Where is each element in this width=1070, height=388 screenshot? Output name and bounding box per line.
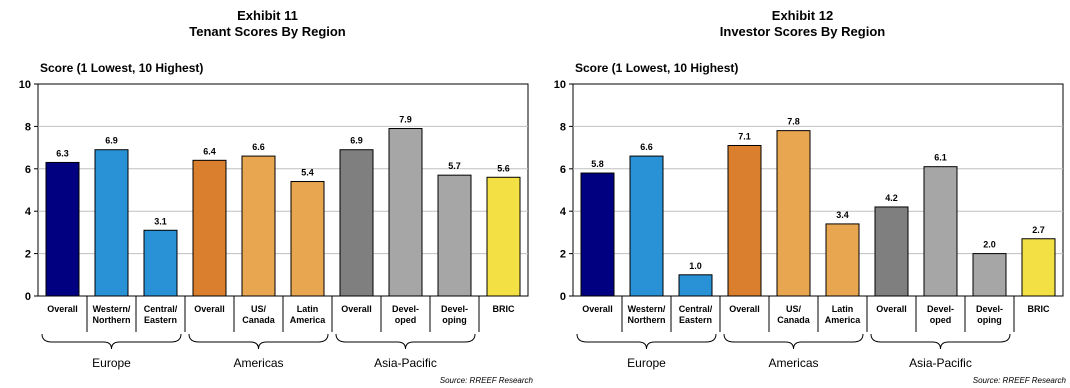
x-tick-label: Devel-oping [976,304,1003,325]
x-tick-label: Latin America [290,304,327,325]
x-tick-label: Overall [876,304,907,314]
y-tick-label: 6 [560,164,566,176]
data-label: 6.1 [934,153,947,163]
y-tick-label: 8 [560,121,566,133]
bar [45,161,80,297]
exhibit-12-panel: Exhibit 12 Investor Scores By Region Sco… [535,0,1070,388]
group-brace [335,333,476,350]
bar [727,144,762,297]
bar [629,155,664,297]
source-note: Source: RREEF Research [972,376,1066,385]
bar [874,206,909,297]
data-label: 3.1 [154,216,167,226]
source-note: Source: RREEF Research [439,376,533,385]
bar [678,274,713,297]
x-tick-label: Overall [194,304,225,314]
x-tick-label: US/Canada [242,304,276,325]
x-tick-label: Devel-oping [441,304,468,325]
data-label: 6.4 [203,146,216,156]
data-label: 7.9 [399,115,412,125]
x-tick-label: Central/Eastern [144,304,178,325]
data-label: 7.8 [787,117,800,127]
bar [1021,238,1056,297]
group-brace [188,333,329,350]
data-label: 6.6 [252,142,265,152]
x-tick-label: BRIC [493,304,515,314]
y-tick-label: 4 [25,206,32,218]
x-tick-label: US/Canada [777,304,811,325]
data-label: 5.4 [301,168,314,178]
y-tick-label: 10 [554,79,566,91]
chart-title: Exhibit 12 Investor Scores By Region [535,8,1070,40]
y-tick-label: 2 [560,249,566,261]
x-tick-label: Overall [582,304,613,314]
group-brace [723,333,864,350]
group-label: Americas [233,356,283,370]
bar [972,253,1007,297]
x-tick-label: Overall [341,304,372,314]
group-brace [576,333,717,350]
group-brace [870,333,1011,350]
bar [143,229,178,297]
bar [94,149,129,297]
exhibit-title-text: Tenant Scores By Region [189,24,346,39]
data-label: 2.0 [983,240,996,250]
exhibit-number: Exhibit 12 [771,8,834,23]
y-tick-label: 4 [560,206,567,218]
group-label: Americas [768,356,818,370]
y-tick-label: 0 [25,291,31,303]
group-label: Europe [92,356,131,370]
data-label: 6.9 [105,136,118,146]
data-label: 7.1 [738,131,751,141]
bar [923,166,958,297]
bar [580,172,615,297]
data-label: 4.2 [885,193,898,203]
data-label: 5.8 [591,159,604,169]
x-tick-label: BRIC [1028,304,1050,314]
y-tick-label: 0 [560,291,566,303]
y-axis-label: Score (1 Lowest, 10 Highest) [40,61,204,75]
bar [825,223,860,297]
x-tick-label: Devel-oped [392,304,419,325]
x-tick-label: Overall [729,304,760,314]
bar [776,130,811,297]
chart-title: Exhibit 11 Tenant Scores By Region [0,8,535,40]
bar [339,149,374,297]
exhibit-11-panel: Exhibit 11 Tenant Scores By Region Score… [0,8,535,385]
y-tick-label: 8 [25,121,31,133]
data-label: 1.0 [689,261,702,271]
exhibit-title-text: Investor Scores By Region [719,24,886,39]
bar [486,176,521,297]
group-label: Asia-Pacific [374,356,437,370]
data-label: 6.3 [56,148,69,158]
y-tick-label: 6 [25,164,31,176]
bar [388,128,423,297]
x-tick-label: Central/Eastern [679,304,713,325]
x-tick-label: Western/Northern [93,304,131,325]
bar [437,174,472,297]
group-brace [41,333,182,350]
y-tick-label: 10 [19,79,31,91]
data-label: 6.6 [640,142,653,152]
exhibit-number: Exhibit 11 [237,8,298,23]
group-label: Asia-Pacific [909,356,972,370]
x-tick-label: Overall [47,304,78,314]
bar [192,159,227,297]
x-tick-label: Devel-oped [927,304,954,325]
bar-chart-investor-scores: 0 2 4 6 8 10 5.8 Overall 6.6 Western/Northern 1.0 C… [554,79,1064,370]
y-axis-label: Score (1 Lowest, 10 Highest) [575,61,739,75]
group-label: Europe [627,356,666,370]
data-label: 2.7 [1032,225,1045,235]
data-label: 5.6 [497,163,510,173]
data-label: 3.4 [836,210,849,220]
x-tick-label: Western/Northern [628,304,666,325]
data-label: 6.9 [350,136,363,146]
x-tick-label: Latin America [825,304,862,325]
bar-chart-tenant-scores: 0 2 4 6 8 10 6.3 Overall 6.9 Western/Northern 3.1 C… [19,79,529,370]
bar [241,155,276,297]
data-label: 5.7 [448,161,461,171]
y-tick-label: 2 [25,249,31,261]
bar [290,181,325,297]
